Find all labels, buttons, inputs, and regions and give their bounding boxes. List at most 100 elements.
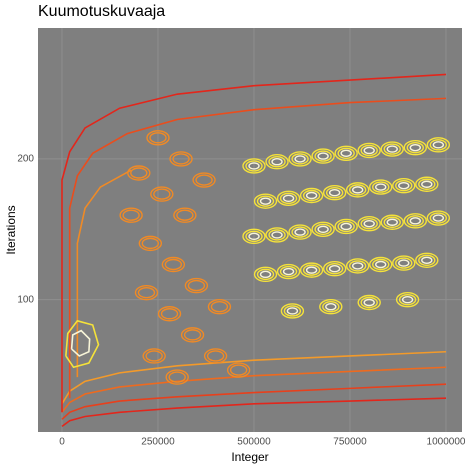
contour-blob — [351, 262, 364, 270]
contour-blob — [145, 350, 163, 362]
contour-blob — [369, 256, 393, 273]
contour-blob — [317, 225, 329, 233]
contour-blob — [392, 255, 416, 271]
contour-blob — [322, 184, 347, 201]
contour-blob — [291, 226, 309, 238]
contour-blob — [173, 207, 197, 223]
contour-blob — [305, 266, 318, 274]
contour-blob — [328, 265, 341, 273]
x-axis-label: Integer — [231, 450, 268, 464]
contour-blob — [253, 266, 278, 283]
contour-blob — [432, 141, 445, 149]
contour-blob — [280, 303, 305, 319]
contour-blob — [169, 151, 193, 167]
contour-blob — [421, 180, 433, 188]
contour-blob — [203, 348, 228, 364]
x-tick-label: 0 — [59, 437, 65, 448]
contour-blob — [363, 219, 375, 228]
contour-blob — [398, 181, 410, 190]
contour-blob — [375, 183, 387, 191]
contour-blob — [259, 270, 272, 279]
contour-blob — [325, 303, 337, 311]
contour-blob — [369, 179, 393, 195]
contour-blob — [337, 147, 355, 159]
contour-blob — [146, 130, 170, 146]
contour-blob — [265, 227, 289, 243]
contour-blob — [248, 232, 260, 241]
contour-blob — [421, 256, 433, 264]
contour-blob — [418, 254, 436, 266]
contour-blob — [256, 195, 275, 207]
x-tick-label: 500000 — [237, 437, 271, 448]
y-tick-label: 200 — [17, 154, 34, 165]
contour-blob — [311, 221, 335, 237]
contour-blob — [357, 215, 381, 232]
contour-blob — [340, 222, 352, 231]
contour-blob — [183, 329, 202, 341]
contour-blob — [276, 190, 301, 207]
contour-blob — [322, 301, 340, 313]
contour-blob — [398, 259, 410, 267]
contour-blob — [165, 369, 189, 385]
contour-blob — [406, 215, 424, 227]
contour-blob — [357, 142, 381, 159]
contour-blob — [195, 174, 213, 186]
contour-blob — [279, 265, 298, 278]
contour-line — [61, 383, 447, 420]
contour-blob — [160, 308, 179, 320]
contour-blob — [380, 141, 404, 157]
contour-blob — [164, 258, 183, 271]
contour-blob — [134, 284, 159, 301]
contour-blob — [150, 186, 174, 202]
x-tick-label: 250000 — [141, 437, 175, 448]
contour-blob — [348, 260, 367, 272]
contour-blob — [184, 277, 209, 294]
contour-blob — [161, 256, 186, 273]
contour-blob — [302, 189, 321, 202]
contour-blob — [415, 252, 439, 268]
contour-blob — [242, 158, 266, 174]
contour-blob — [334, 218, 358, 235]
contour-line — [70, 329, 91, 357]
contour-blob — [386, 145, 398, 153]
contour-blob — [288, 224, 312, 240]
contour-blob — [406, 141, 424, 154]
contour-blob — [357, 294, 381, 311]
contour-blob — [253, 193, 278, 209]
contour-blob — [383, 143, 401, 155]
contour-blob — [418, 178, 436, 190]
contour-blob — [409, 143, 421, 152]
contour-blob — [409, 217, 421, 225]
contour-blob — [256, 268, 275, 281]
contour-blob — [432, 214, 445, 222]
contour-blob — [302, 264, 321, 276]
contour-blob — [328, 188, 341, 197]
contour-blob — [206, 350, 225, 362]
contour-blob — [142, 348, 166, 364]
contour-blob — [168, 371, 186, 383]
x-tick-label: 750000 — [333, 437, 367, 448]
contour-blob — [153, 188, 171, 200]
contour-blob — [375, 260, 387, 269]
contour-blob — [226, 362, 251, 378]
contour-blob — [325, 186, 344, 199]
contour-blob — [345, 258, 370, 274]
contour-blob — [398, 293, 417, 306]
contour-blob — [279, 192, 298, 205]
contour-blob — [386, 218, 398, 226]
contour-blob — [403, 213, 427, 229]
contour-blob — [294, 228, 306, 236]
contour-blob — [207, 299, 232, 315]
contour-blob — [157, 306, 182, 322]
contour-blob — [334, 145, 358, 161]
contour-blob — [271, 158, 283, 166]
contour-blob — [351, 186, 364, 194]
contour-blob — [245, 160, 263, 172]
contour-blob — [383, 216, 401, 228]
contour-blob — [149, 132, 167, 144]
contour-blob — [242, 228, 266, 245]
contour-blob — [314, 223, 332, 235]
contour-blob — [268, 229, 286, 241]
contour-blob — [122, 209, 140, 221]
contour-blob — [345, 182, 370, 198]
